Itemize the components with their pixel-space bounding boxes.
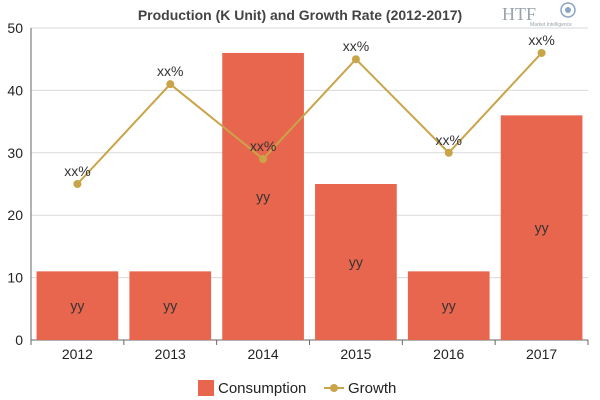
x-tick-label: 2012 [62,346,93,362]
line-data-label: xx% [528,32,554,48]
y-tick-label: 20 [7,207,23,223]
growth-point [537,48,546,57]
growth-line [76,52,543,185]
bar [407,271,490,340]
bar [129,271,212,340]
line-data-label: xx% [157,63,183,79]
x-tick-label: 2015 [340,346,371,362]
x-tick-label: 2016 [433,346,464,362]
logo-subtext: Market Intelligence [530,22,572,28]
bar-data-label: yy [256,188,270,204]
bar-data-label: yy [70,298,84,314]
bar [315,184,397,340]
legend-marker-growth [330,384,338,392]
bar [36,271,119,340]
legend-swatch-consumption [198,380,214,396]
chart-title: Production (K Unit) and Growth Rate (201… [138,7,462,23]
growth-point [166,80,175,89]
x-tick-label: 2014 [248,346,279,362]
growth-point [259,155,268,164]
legend-label-growth: Growth [348,380,396,397]
logo-text: HTF [502,4,536,24]
y-tick-label: 0 [15,332,23,348]
line-data-label: xx% [64,163,90,179]
bar-data-label: yy [535,220,549,236]
y-tick-label: 10 [7,270,23,286]
bar-data-label: yy [349,254,363,270]
growth-point [351,55,360,64]
legend-label-consumption: Consumption [218,380,306,397]
bar [222,52,304,341]
bar [500,115,583,340]
logo: HTF Market Intelligence [502,2,576,28]
line-data-label: xx% [436,132,462,148]
x-tick-label: 2017 [526,346,557,362]
bar-data-label: yy [442,298,456,314]
y-tick-label: 40 [7,82,23,98]
bar-data-label: yy [163,298,177,314]
htf-logo-icon [560,2,576,18]
x-tick-label: 2013 [155,346,186,362]
growth-point [73,180,82,188]
line-data-label: xx% [343,38,369,54]
y-tick-label: 50 [7,20,23,36]
growth-point [444,148,453,157]
y-tick-label: 30 [7,145,23,161]
line-data-label: xx% [250,138,276,154]
